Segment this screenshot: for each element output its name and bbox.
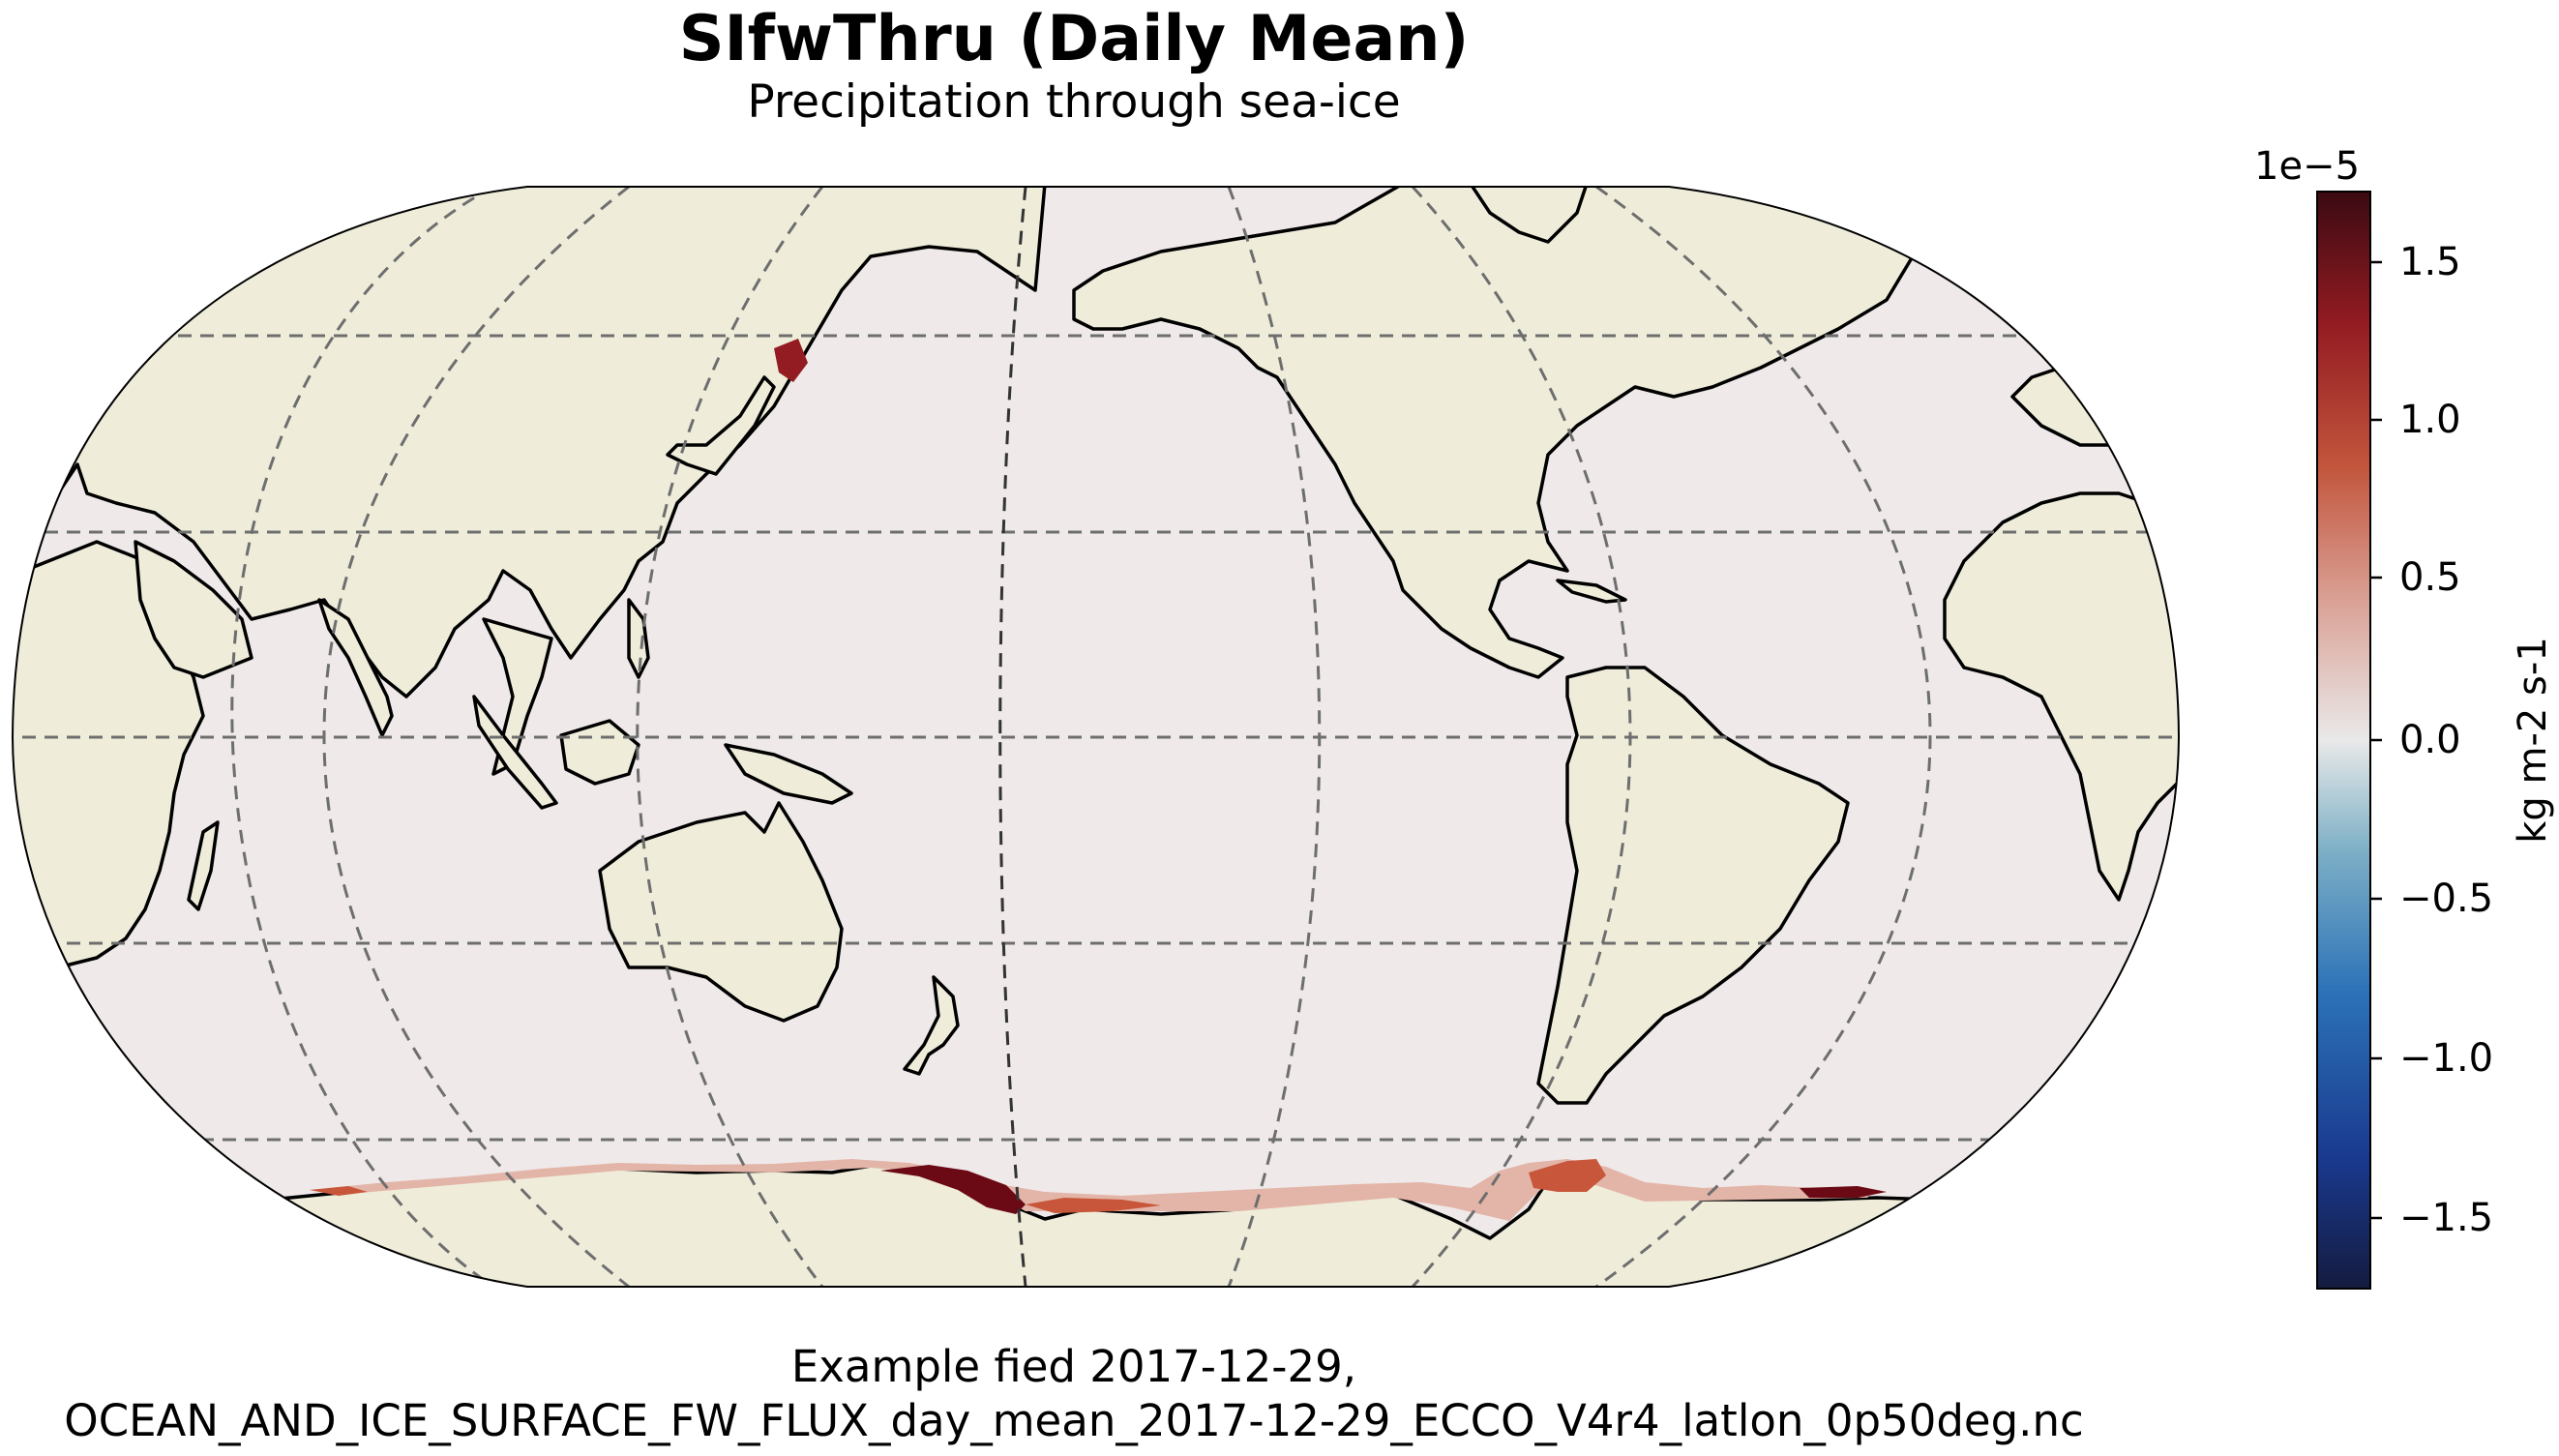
caption-line-1: Example fied 2017-12-29, [790, 1341, 1357, 1392]
land-new-guinea [724, 743, 853, 805]
flux-okhotsk [774, 339, 808, 382]
gridline-lon-180 [998, 187, 1027, 1287]
colorbar [2316, 191, 2371, 1290]
colorbar-tick-label: 1.0 [2399, 398, 2461, 442]
colorbar-tick-label: −1.0 [2399, 1036, 2494, 1081]
land-australia [598, 801, 844, 1023]
colorbar-tick-label: 0.5 [2399, 555, 2461, 600]
flux-ross-sea-high [880, 1165, 1026, 1214]
colorbar-label: kg m-2 s-1 [2511, 637, 2555, 844]
land-new-zealand [903, 975, 960, 1076]
land-south-america [1536, 666, 1850, 1105]
figure-caption: Example fied 2017-12-29, OCEAN_AND_ICE_S… [0, 1340, 2148, 1448]
land-southeast-asia [482, 617, 553, 776]
colorbar-tick-label: 0.0 [2399, 718, 2461, 762]
land-india [317, 598, 394, 737]
colorbar-tick-label: −0.5 [2399, 877, 2494, 921]
map-outline [11, 186, 2181, 1288]
map-subtitle: Precipitation through sea-ice [747, 75, 1401, 129]
caption-line-2: OCEAN_AND_ICE_SURFACE_FW_FLUX_day_mean_2… [64, 1395, 2084, 1446]
colorbar-tick-label: 1.5 [2399, 240, 2461, 284]
land-eurasia [13, 187, 1047, 698]
gridline-lon-150e [636, 187, 824, 1287]
land-sumatra [472, 695, 558, 810]
colorbar-tick-label: −1.5 [2399, 1196, 2494, 1240]
flux-east-high [1800, 1186, 1887, 1198]
flux-ross-sea-mid [1026, 1198, 1161, 1213]
land-arabia [134, 540, 253, 679]
sea-ice-flux-layer [310, 339, 1887, 1221]
flux-weddell-mid [1529, 1159, 1606, 1192]
flux-band-low [310, 1159, 1877, 1221]
map-title: SIfwThru (Daily Mean) [678, 3, 1470, 75]
gridline-lon-120w [1411, 187, 1632, 1287]
flux-west-mid [310, 1186, 368, 1196]
land-greenland [1469, 187, 1589, 244]
gridline-lon-150w [1227, 187, 1322, 1287]
land-madagascar [187, 820, 220, 911]
land-cuba [1556, 579, 1627, 604]
gridline-lon-90w [1595, 187, 1932, 1287]
gridline-lon-120e [322, 187, 630, 1287]
land-japan [666, 375, 776, 476]
gridline-lon-90e [230, 187, 494, 1287]
colorbar-exponent: 1e−5 [2254, 144, 2361, 189]
